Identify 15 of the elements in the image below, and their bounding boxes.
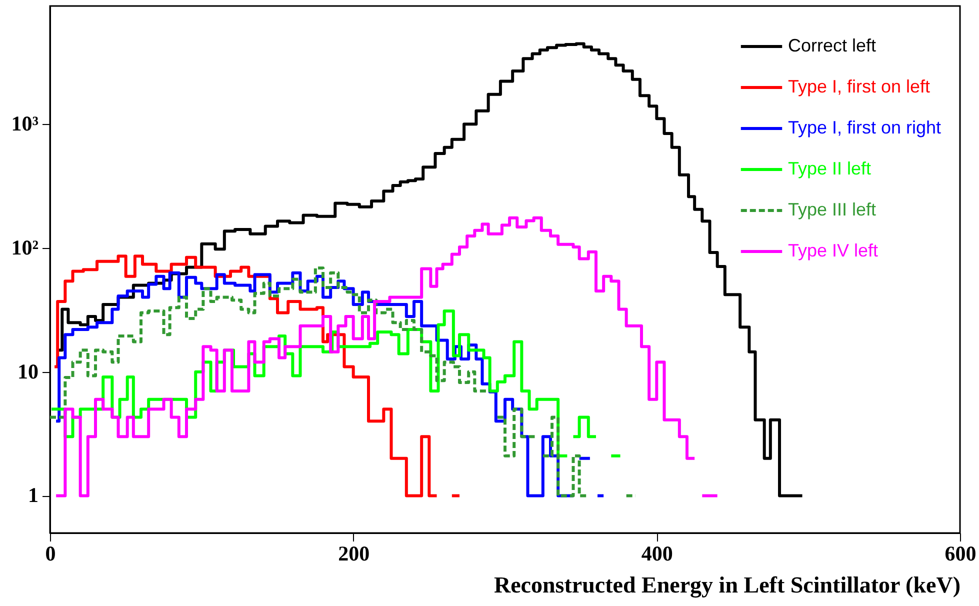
y-tick-label: 10² (11, 236, 38, 260)
legend-label: Type II left (788, 158, 872, 178)
legend-label: Correct left (788, 36, 876, 56)
x-tick-label: 200 (338, 542, 370, 566)
y-tick-label: 10 (18, 359, 38, 384)
legend-label: Type III left (788, 200, 876, 220)
x-tick-label: 600 (944, 542, 976, 566)
y-tick-label: 10³ (11, 112, 38, 136)
y-tick-label: 1 (28, 483, 38, 508)
legend-label: Type I, first on left (788, 76, 930, 96)
x-axis-title: Reconstructed Energy in Left Scintillator (keV) (494, 572, 960, 598)
legend-label: Type I, first on right (788, 118, 942, 138)
x-tick-label: 0 (45, 542, 56, 566)
x-tick-label: 400 (641, 542, 673, 566)
legend-label: Type IV left (788, 240, 878, 260)
